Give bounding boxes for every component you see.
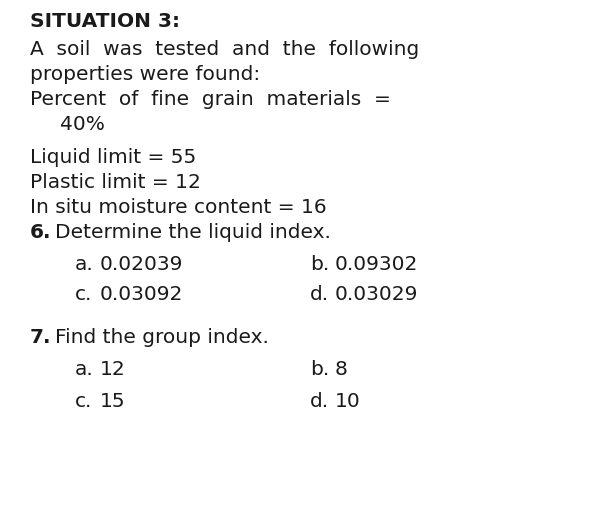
Text: c.: c. — [75, 392, 92, 411]
Text: c.: c. — [75, 285, 92, 304]
Text: 40%: 40% — [60, 115, 105, 134]
Text: In situ moisture content = 16: In situ moisture content = 16 — [30, 198, 327, 217]
Text: Plastic limit = 12: Plastic limit = 12 — [30, 173, 201, 192]
Text: d.: d. — [310, 392, 329, 411]
Text: 15: 15 — [100, 392, 125, 411]
Text: properties were found:: properties were found: — [30, 65, 260, 84]
Text: 7.: 7. — [30, 328, 51, 347]
Text: a.: a. — [75, 255, 94, 274]
Text: b.: b. — [310, 255, 329, 274]
Text: 0.02039: 0.02039 — [100, 255, 183, 274]
Text: 0.03092: 0.03092 — [100, 285, 183, 304]
Text: 12: 12 — [100, 360, 125, 379]
Text: 10: 10 — [335, 392, 360, 411]
Text: Liquid limit = 55: Liquid limit = 55 — [30, 148, 196, 167]
Text: Determine the liquid index.: Determine the liquid index. — [55, 223, 331, 242]
Text: 6.: 6. — [30, 223, 51, 242]
Text: 8: 8 — [335, 360, 348, 379]
Text: Percent  of  fine  grain  materials  =: Percent of fine grain materials = — [30, 90, 391, 109]
Text: 0.09302: 0.09302 — [335, 255, 418, 274]
Text: a.: a. — [75, 360, 94, 379]
Text: Find the group index.: Find the group index. — [55, 328, 269, 347]
Text: A  soil  was  tested  and  the  following: A soil was tested and the following — [30, 40, 419, 59]
Text: 0.03029: 0.03029 — [335, 285, 418, 304]
Text: d.: d. — [310, 285, 329, 304]
Text: SITUATION 3:: SITUATION 3: — [30, 12, 180, 31]
Text: b.: b. — [310, 360, 329, 379]
